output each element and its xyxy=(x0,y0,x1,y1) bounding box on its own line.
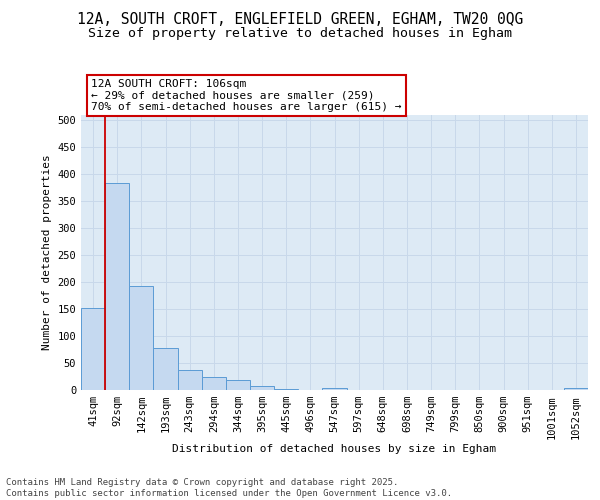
Text: 12A SOUTH CROFT: 106sqm
← 29% of detached houses are smaller (259)
70% of semi-d: 12A SOUTH CROFT: 106sqm ← 29% of detache… xyxy=(91,79,401,112)
Bar xyxy=(178,370,202,390)
Bar xyxy=(81,308,105,390)
Bar xyxy=(154,348,178,390)
X-axis label: Distribution of detached houses by size in Egham: Distribution of detached houses by size … xyxy=(173,444,497,454)
Bar xyxy=(129,286,154,390)
Bar xyxy=(226,380,250,390)
Y-axis label: Number of detached properties: Number of detached properties xyxy=(42,154,52,350)
Text: Size of property relative to detached houses in Egham: Size of property relative to detached ho… xyxy=(88,28,512,40)
Text: Contains HM Land Registry data © Crown copyright and database right 2025.
Contai: Contains HM Land Registry data © Crown c… xyxy=(6,478,452,498)
Text: 12A, SOUTH CROFT, ENGLEFIELD GREEN, EGHAM, TW20 0QG: 12A, SOUTH CROFT, ENGLEFIELD GREEN, EGHA… xyxy=(77,12,523,28)
Bar xyxy=(105,184,129,390)
Bar xyxy=(564,388,588,390)
Bar xyxy=(202,376,226,390)
Bar xyxy=(274,389,298,390)
Bar xyxy=(322,388,347,390)
Bar xyxy=(250,386,274,390)
